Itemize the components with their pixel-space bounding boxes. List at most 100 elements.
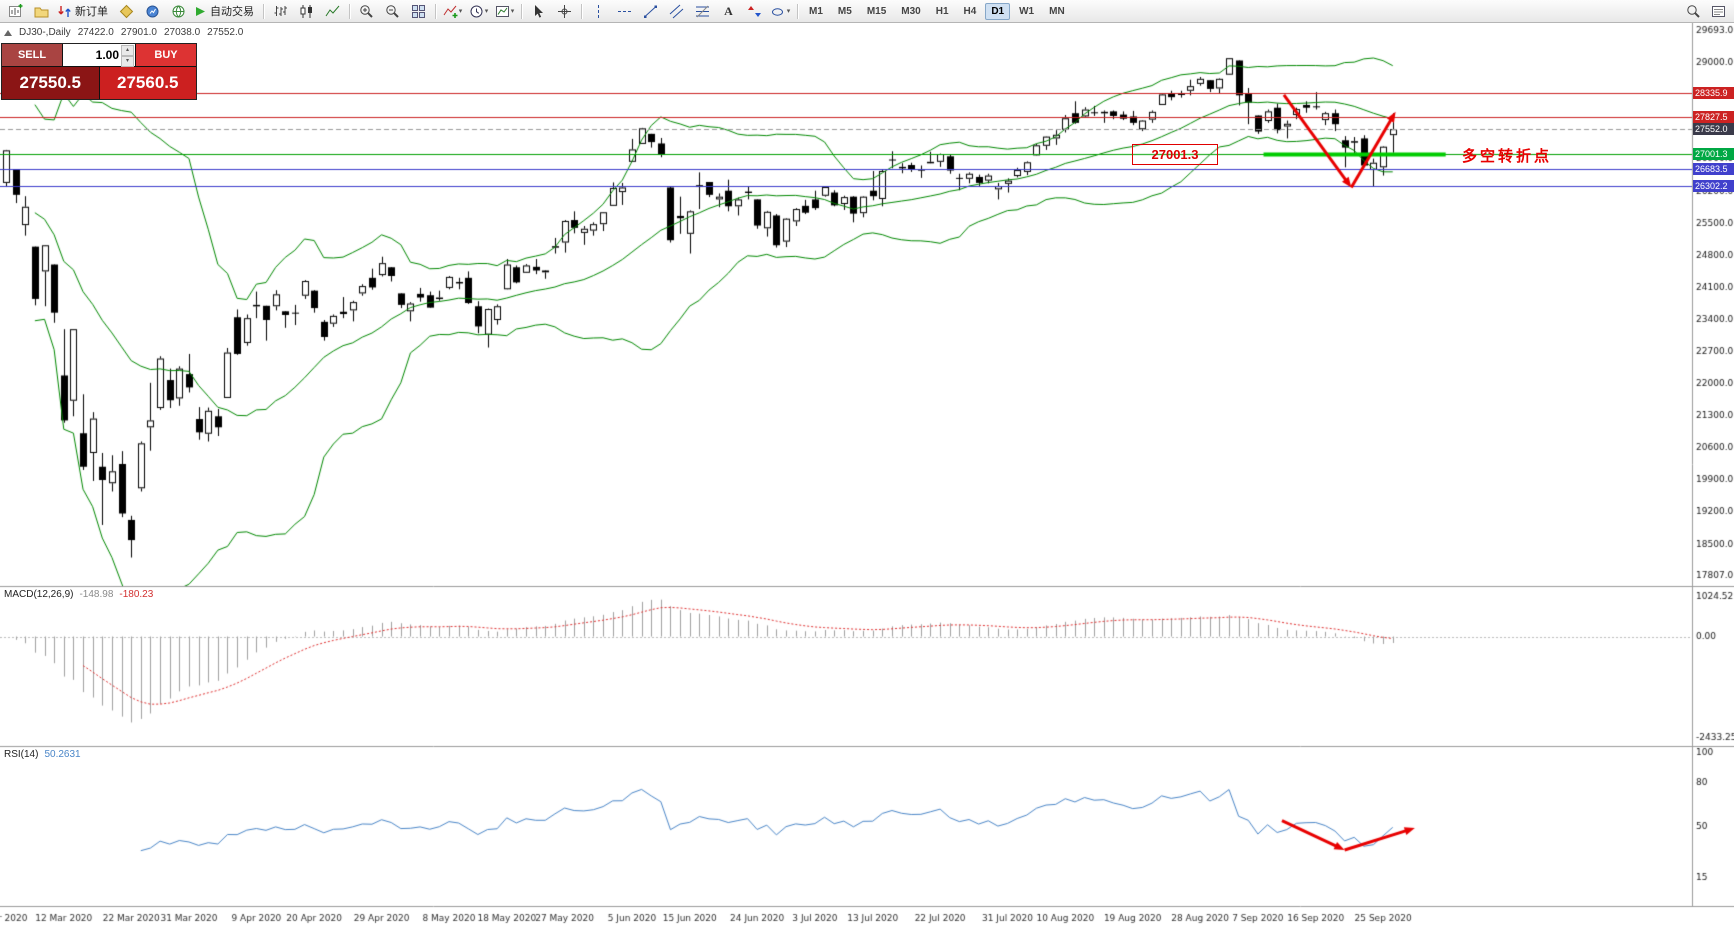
vertical-line-button[interactable] (586, 2, 611, 20)
timeframe-h1-button[interactable]: H1 (935, 5, 949, 17)
new-order-button[interactable]: 新订单 (55, 2, 113, 20)
stepper-up-icon[interactable]: ▴ (121, 45, 134, 56)
autotrade-play-icon (194, 5, 207, 18)
volume-box: ▴ ▾ (63, 44, 135, 67)
zoom-out-button[interactable] (380, 2, 405, 20)
timeframe-m5-button[interactable]: M5 (837, 5, 852, 17)
chart-region: DJ30-,Daily 27422.0 27901.0 27038.0 2755… (0, 23, 1734, 945)
ohlc-low: 27038.0 (164, 27, 201, 38)
indicators-button[interactable]: ▾ (440, 2, 465, 20)
rsi-label: RSI(14) (4, 749, 39, 760)
timeframe-d1-button[interactable]: D1 (985, 2, 1011, 20)
text-tool-icon: A (724, 3, 733, 18)
timeframe-m1-button[interactable]: M1 (809, 5, 823, 17)
buy-button[interactable]: BUY (136, 44, 196, 66)
price-level-text-box[interactable]: 27001.3 (1132, 144, 1218, 165)
clock-icon (469, 4, 484, 19)
line-chart-icon (325, 4, 340, 19)
crosshair-icon (557, 4, 572, 19)
trendline-button[interactable] (638, 2, 663, 20)
arrow-marks-icon (747, 4, 762, 19)
tile-windows-icon (411, 4, 426, 19)
channel-button[interactable] (664, 2, 689, 20)
price-chart-canvas[interactable] (0, 23, 1734, 945)
main-toolbar: 新订单 自动交易 ▾ ▾ ▾ (0, 0, 1734, 23)
toolbar-separator (581, 3, 582, 19)
timeframe-m15-button[interactable]: M15 (866, 5, 887, 17)
stepper-down-icon[interactable]: ▾ (121, 56, 134, 67)
data-window-icon (1711, 4, 1726, 19)
ohlc-open: 27422.0 (77, 27, 114, 38)
community-button[interactable] (166, 2, 191, 20)
chevron-down-icon: ▾ (458, 8, 463, 15)
timeframe-m30-button[interactable]: M30 (901, 5, 921, 17)
macd-signal-value: -180.23 (119, 589, 154, 600)
buy-price[interactable]: 27560.5 (99, 67, 196, 99)
indicators-icon (443, 4, 458, 19)
tile-windows-button[interactable] (406, 2, 431, 20)
periods-button[interactable]: ▾ (466, 2, 491, 20)
bar-chart-type-button[interactable] (268, 2, 293, 20)
new-chart-icon (8, 3, 23, 19)
price-badge-support-lower: 26302.2 (1693, 180, 1734, 193)
toolbar-separator (435, 3, 436, 19)
data-window-button[interactable] (1706, 2, 1731, 20)
sell-price[interactable]: 27550.5 (2, 67, 99, 99)
fibonacci-icon (695, 4, 710, 19)
symbol-period-label: DJ30-,Daily (19, 27, 71, 38)
folder-icon (34, 4, 49, 19)
market-watch-button[interactable] (140, 2, 165, 20)
volume-input[interactable] (75, 47, 121, 63)
autotrade-label: 自动交易 (210, 6, 254, 18)
templates-button[interactable]: ▾ (492, 2, 517, 20)
autotrade-button[interactable]: 自动交易 (192, 2, 259, 20)
zoom-in-button[interactable] (354, 2, 379, 20)
one-click-trade-widget: SELL ▴ ▾ BUY 27550.5 27560.5 (1, 43, 197, 100)
volume-stepper: ▴ ▾ (121, 45, 134, 67)
crosshair-button[interactable] (552, 2, 577, 20)
timeframe-h4-button[interactable]: H4 (963, 5, 977, 17)
search-button[interactable] (1681, 2, 1706, 20)
zoom-out-icon (385, 4, 400, 19)
shapes-button[interactable]: ▾ (768, 2, 793, 20)
market-watch-icon (145, 4, 160, 19)
cursor-button[interactable] (526, 2, 551, 20)
price-badge-resistance-lower: 27827.5 (1693, 110, 1734, 123)
toolbar-separator (521, 3, 522, 19)
channel-icon (669, 4, 684, 19)
candlestick-chart-type-button[interactable] (294, 2, 319, 20)
timeframe-w1-button[interactable]: W1 (1019, 5, 1035, 17)
price-badge-resistance-upper: 28335.9 (1693, 87, 1734, 100)
turning-point-label[interactable]: 多空转折点 (1462, 148, 1553, 165)
zoom-in-icon (359, 4, 374, 19)
arrows-button[interactable] (742, 2, 767, 20)
toolbar-separator (797, 3, 798, 19)
rsi-header: RSI(14) 50.2631 (4, 749, 81, 760)
new-chart-button[interactable] (3, 2, 28, 20)
chevron-down-icon: ▾ (484, 8, 489, 15)
ohlc-bars-icon (273, 4, 288, 19)
sell-button[interactable]: SELL (2, 44, 62, 66)
text-button[interactable]: A (716, 2, 741, 20)
collapse-trade-panel-icon[interactable] (4, 29, 12, 36)
symbols-button[interactable] (114, 2, 139, 20)
diamond-icon (119, 4, 134, 19)
template-icon (495, 4, 510, 19)
candlestick-icon (299, 4, 314, 19)
chevron-down-icon: ▾ (786, 8, 791, 15)
cursor-icon (531, 4, 546, 19)
new-order-label: 新订单 (75, 6, 108, 18)
trendline-icon (643, 4, 658, 19)
ohlc-high: 27901.0 (120, 27, 157, 38)
timeframe-mn-button[interactable]: MN (1049, 5, 1065, 17)
line-chart-type-button[interactable] (320, 2, 345, 20)
rsi-value: 50.2631 (44, 749, 81, 760)
profiles-button[interactable] (29, 2, 54, 20)
price-badge-current: 27552.0 (1693, 123, 1734, 136)
ohlc-close: 27552.0 (207, 27, 244, 38)
macd-main-value: -148.98 (79, 589, 114, 600)
macd-label: MACD(12,26,9) (4, 589, 74, 600)
toolbar-separator (349, 3, 350, 19)
fibonacci-button[interactable] (690, 2, 715, 20)
horizontal-line-button[interactable] (612, 2, 637, 20)
